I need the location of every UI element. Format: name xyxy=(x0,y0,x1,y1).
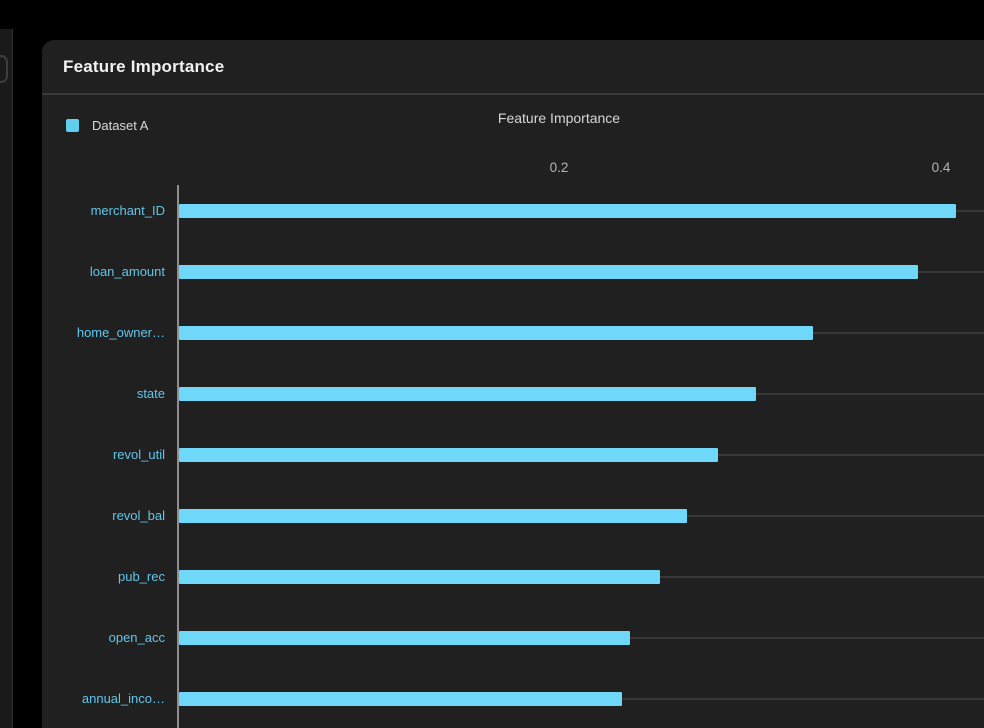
legend-swatch-icon xyxy=(66,118,79,132)
importance-bar[interactable] xyxy=(179,325,813,340)
category-label: revol_util xyxy=(112,447,165,462)
importance-bar[interactable] xyxy=(179,264,918,279)
category-label: pub_rec xyxy=(118,569,165,584)
importance-bar[interactable] xyxy=(179,569,660,584)
plot-area: merchant_ID loan_amount home_owner…state re… xyxy=(42,180,984,728)
panel-header: Feature Importance xyxy=(42,40,984,95)
bar-row: merchant_ID xyxy=(42,180,984,241)
bar-row: open_acc xyxy=(42,607,984,668)
importance-bar[interactable] xyxy=(179,508,687,523)
importance-bar[interactable] xyxy=(179,691,622,706)
x-axis-tick-label: 0.4 xyxy=(931,160,951,175)
chart-title: Feature Importance xyxy=(497,110,621,126)
importance-bar[interactable] xyxy=(179,386,756,401)
importance-bar[interactable] xyxy=(179,203,956,218)
importance-bar[interactable] xyxy=(179,630,630,645)
category-label: annual_inco… xyxy=(81,691,165,706)
bar-row: revol_bal xyxy=(42,485,984,546)
partial-button[interactable] xyxy=(0,55,8,83)
x-axis: 0.2 0.4 xyxy=(42,160,984,176)
feature-importance-panel: Feature Importance Dataset A Feature Imp… xyxy=(42,40,984,728)
importance-bar[interactable] xyxy=(179,447,718,462)
background-panel-strip xyxy=(0,29,13,728)
y-axis-line xyxy=(177,185,179,728)
category-label: merchant_ID xyxy=(90,203,165,218)
bar-row: annual_inco… xyxy=(42,668,984,728)
x-axis-tick-label: 0.2 xyxy=(549,160,569,175)
category-label: revol_bal xyxy=(112,508,165,523)
bar-rows: merchant_ID loan_amount home_owner…state re… xyxy=(42,180,984,728)
bar-row: revol_util xyxy=(42,424,984,485)
bar-row: loan_amount xyxy=(42,241,984,302)
legend-item-dataset-a[interactable]: Dataset A xyxy=(66,113,148,137)
bar-row: state xyxy=(42,363,984,424)
category-label: state xyxy=(136,386,165,401)
bar-row: home_owner… xyxy=(42,302,984,363)
category-label: home_owner… xyxy=(76,325,165,340)
legend-label: Dataset A xyxy=(92,117,149,133)
panel-title: Feature Importance xyxy=(63,56,225,76)
chart-area: Dataset A Feature Importance 0.2 0.4 merc… xyxy=(42,97,984,728)
bar-row: pub_rec xyxy=(42,546,984,607)
category-label: open_acc xyxy=(108,630,165,645)
category-label: loan_amount xyxy=(89,264,165,279)
